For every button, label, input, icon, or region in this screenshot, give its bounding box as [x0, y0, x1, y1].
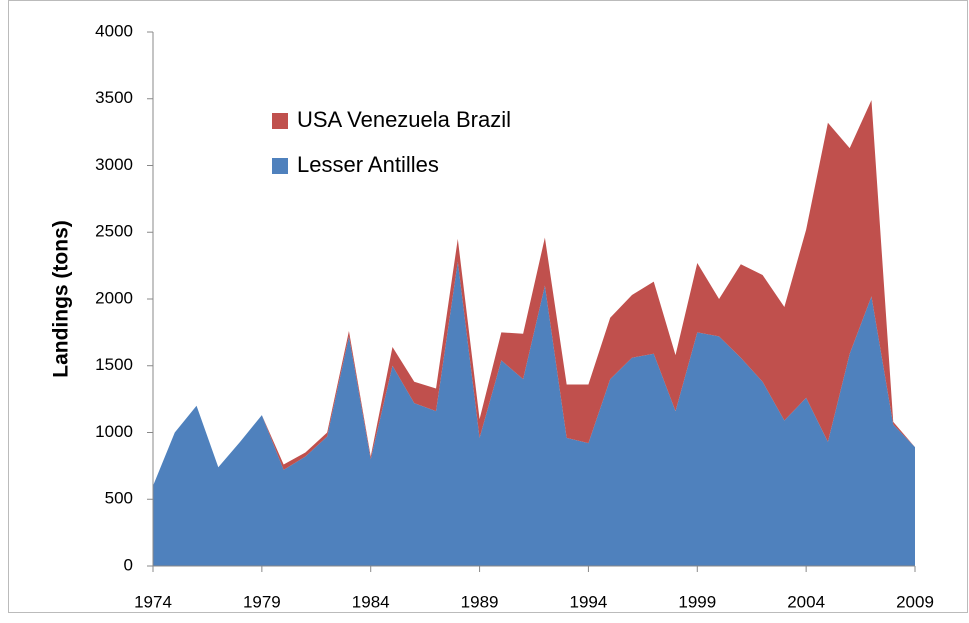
- x-tick-label: 1979: [243, 592, 281, 611]
- y-axis-label: Landings (tons): [50, 220, 73, 377]
- y-tick-label: 0: [124, 555, 133, 574]
- legend-label: USA Venezuela Brazil: [297, 107, 511, 132]
- y-tick-label: 1000: [95, 422, 133, 441]
- y-tick-label: 2500: [95, 222, 133, 241]
- area: [153, 100, 915, 486]
- x-tick-label: 1984: [352, 592, 390, 611]
- y-tick-label: 500: [105, 489, 133, 508]
- y-tick-label: 2000: [95, 288, 133, 307]
- x-tick-label: 2009: [896, 592, 934, 611]
- x-tick-label: 1989: [461, 592, 499, 611]
- x-tick-label: 1994: [570, 592, 608, 611]
- y-tick-label: 3000: [95, 155, 133, 174]
- legend-label: Lesser Antilles: [297, 152, 439, 177]
- area: [153, 261, 915, 566]
- y-tick-label: 3500: [95, 88, 133, 107]
- x-tick-label: 1999: [678, 592, 716, 611]
- chart-border: [8, 0, 968, 613]
- legend-swatch: [272, 158, 288, 174]
- x-tick-label: 1974: [134, 592, 172, 611]
- y-tick-label: 4000: [95, 21, 133, 40]
- legend-swatch: [272, 113, 288, 129]
- x-tick-label: 2004: [787, 592, 825, 611]
- y-tick-label: 1500: [95, 355, 133, 374]
